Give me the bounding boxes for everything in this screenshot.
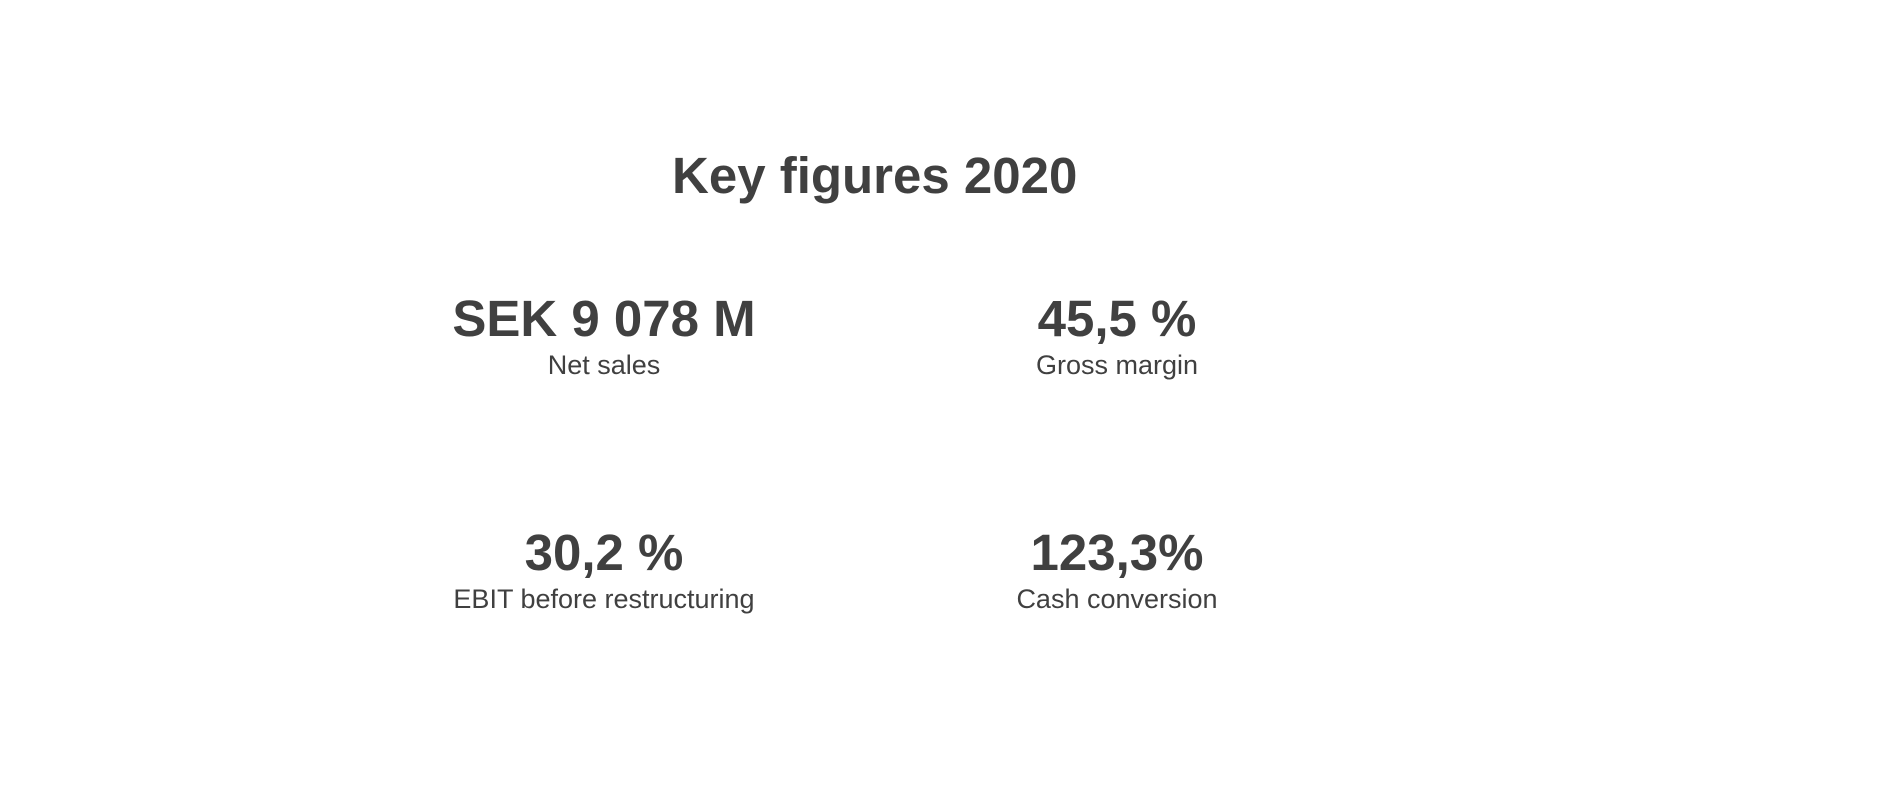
kpi-label: Gross margin	[1035, 350, 1199, 380]
kpi-label: EBIT before restructuring	[453, 584, 755, 614]
kpi-ebit-before-restructuring: 30,2 % EBIT before restructuring	[404, 524, 804, 615]
kpi-value: SEK 9 078 M	[452, 290, 756, 347]
page-title: Key figures 2020	[672, 147, 1078, 204]
kpi-gross-margin: 45,5 % Gross margin	[917, 290, 1317, 381]
kpi-net-sales: SEK 9 078 M Net sales	[404, 290, 804, 381]
kpi-value: 30,2 %	[524, 524, 684, 581]
kpi-value: 123,3%	[1030, 524, 1204, 581]
kpi-label: Net sales	[547, 350, 661, 380]
kpi-label: Cash conversion	[1016, 584, 1218, 614]
kpi-value: 45,5 %	[1037, 290, 1197, 347]
kpi-cash-conversion: 123,3% Cash conversion	[917, 524, 1317, 615]
